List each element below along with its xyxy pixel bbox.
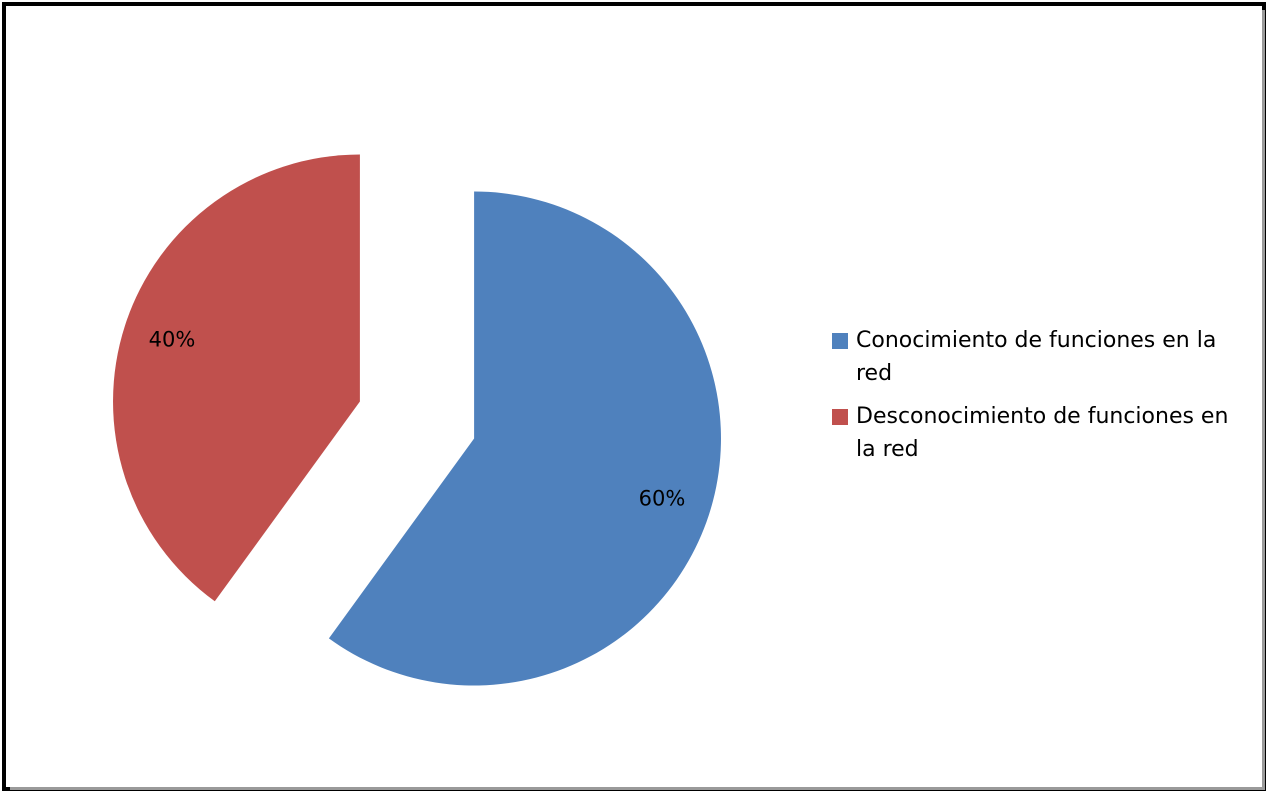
legend-item: Conocimiento de funciones en la red	[832, 324, 1242, 390]
pie-slice	[328, 191, 721, 686]
data-label: 60%	[639, 487, 686, 511]
legend-label: Conocimiento de funciones en la red	[856, 328, 1217, 386]
legend-swatch	[832, 409, 848, 425]
pie-slices	[113, 154, 721, 686]
legend: Conocimiento de funciones en la red Desc…	[832, 324, 1242, 476]
legend-swatch	[832, 333, 848, 349]
frame-shadow	[10, 787, 1265, 790]
frame-shadow	[1262, 10, 1265, 789]
legend-label: Desconocimiento de funciones en la red	[856, 404, 1229, 462]
pie-slice	[113, 154, 360, 602]
pie-data-labels: 60% 40%	[149, 327, 686, 510]
legend-item: Desconocimiento de funciones en la red	[832, 400, 1242, 466]
data-label: 40%	[149, 327, 196, 351]
